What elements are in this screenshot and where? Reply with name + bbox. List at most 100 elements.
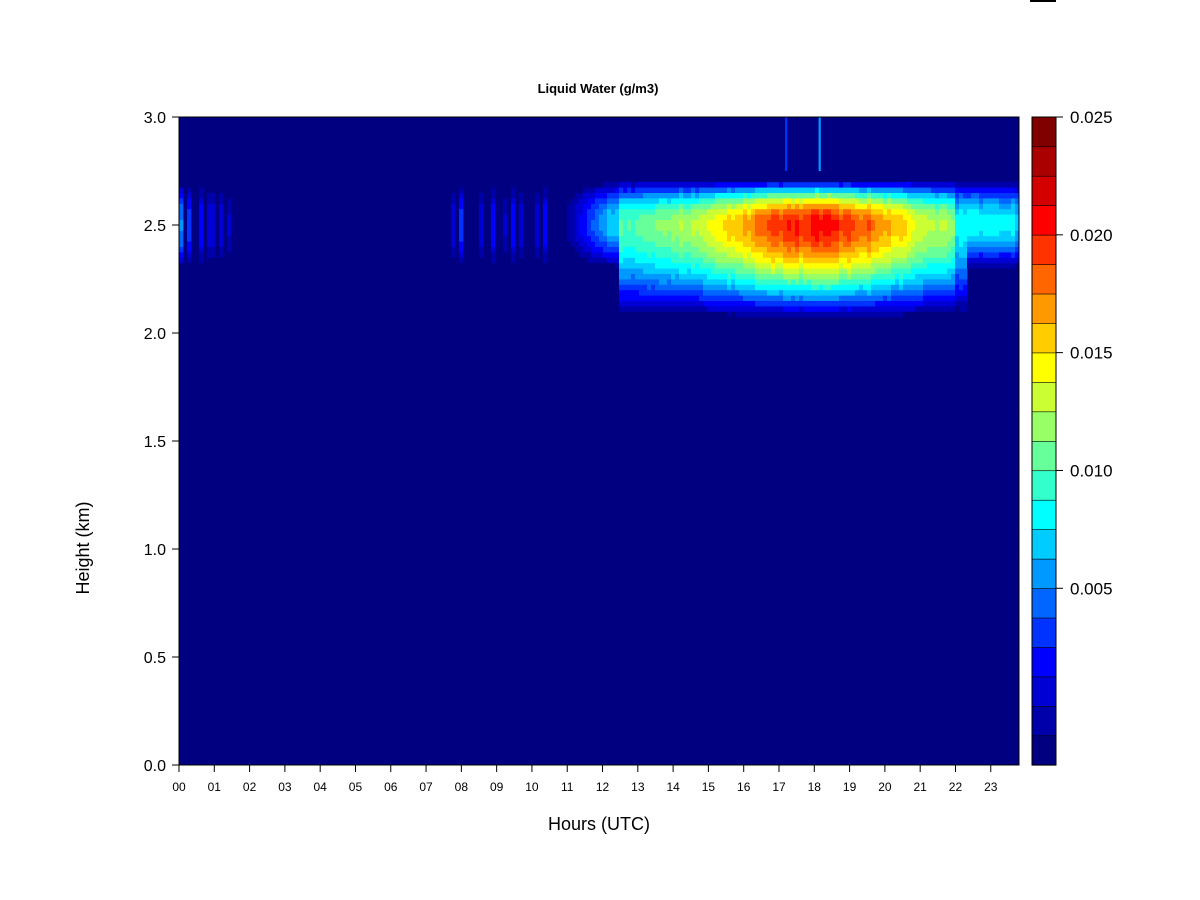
colorbar-segment bbox=[1031, 470, 1057, 501]
heatmap-cell bbox=[635, 214, 640, 220]
heatmap-cell bbox=[699, 241, 704, 247]
heatmap-cell bbox=[927, 192, 932, 199]
heatmap-cell bbox=[891, 225, 896, 231]
heatmap-cell bbox=[643, 235, 648, 242]
heatmap-cell bbox=[619, 225, 624, 231]
heatmap-cell bbox=[899, 241, 904, 247]
heatmap-cell bbox=[823, 257, 828, 264]
heatmap-cell bbox=[639, 257, 644, 264]
heatmap-cell bbox=[975, 241, 980, 247]
heatmap-cell bbox=[935, 279, 940, 285]
heatmap-cell bbox=[759, 235, 764, 242]
x-tick-label: 10 bbox=[525, 780, 539, 794]
heatmap-cell bbox=[667, 306, 672, 312]
heatmap-cell bbox=[931, 306, 936, 312]
heatmap-cell bbox=[187, 219, 192, 226]
heatmap-cell bbox=[787, 257, 792, 264]
heatmap-cell bbox=[871, 214, 876, 220]
heatmap-cell bbox=[927, 273, 932, 280]
heatmap-cell bbox=[607, 246, 612, 253]
heatmap-cell bbox=[859, 273, 864, 280]
heatmap-cell bbox=[967, 203, 972, 210]
heatmap-cell bbox=[999, 203, 1004, 210]
heatmap-cell bbox=[727, 208, 732, 215]
heatmap-cell bbox=[715, 273, 720, 280]
heatmap-cell bbox=[747, 230, 752, 237]
heatmap-cell bbox=[799, 268, 804, 274]
heatmap-cell bbox=[943, 262, 948, 269]
heatmap-cell bbox=[995, 214, 1000, 220]
heatmap-cell bbox=[947, 235, 952, 242]
heatmap-cell bbox=[863, 208, 868, 215]
heatmap-cell bbox=[651, 198, 656, 204]
heatmap-cell bbox=[803, 268, 808, 274]
heatmap-cell bbox=[823, 289, 828, 296]
heatmap-cell bbox=[915, 257, 920, 264]
heatmap-cell bbox=[735, 252, 740, 258]
heatmap-cell bbox=[675, 273, 680, 280]
heatmap-cell bbox=[543, 203, 548, 210]
heatmap-cell bbox=[703, 252, 708, 258]
heatmap-cell bbox=[683, 219, 688, 226]
heatmap-cell bbox=[803, 295, 808, 301]
heatmap-cell bbox=[559, 203, 564, 210]
heatmap-cell bbox=[603, 187, 608, 193]
heatmap-cell bbox=[807, 284, 812, 291]
heatmap-cell bbox=[763, 241, 768, 247]
heatmap-cell bbox=[827, 241, 832, 247]
heatmap-cell bbox=[915, 279, 920, 285]
heatmap-cell bbox=[847, 181, 852, 188]
heatmap-cell bbox=[199, 252, 204, 258]
heatmap-cell bbox=[971, 187, 976, 193]
heatmap-cell bbox=[663, 192, 668, 199]
heatmap-cell bbox=[815, 203, 820, 210]
heatmap-cell bbox=[575, 246, 580, 253]
heatmap-cell bbox=[803, 262, 808, 269]
heatmap-cell bbox=[635, 262, 640, 269]
heatmap-cell bbox=[623, 306, 628, 312]
heatmap-cell bbox=[875, 300, 880, 307]
heatmap-cell bbox=[951, 279, 956, 285]
heatmap-cell bbox=[599, 208, 604, 215]
heatmap-cell bbox=[543, 225, 548, 231]
heatmap-cell bbox=[687, 225, 692, 231]
heatmap-cell bbox=[543, 181, 548, 188]
heatmap-cell bbox=[875, 176, 880, 183]
heatmap-cell bbox=[847, 262, 852, 269]
heatmap-cell bbox=[763, 279, 768, 285]
heatmap-cell bbox=[799, 230, 804, 237]
heatmap-cell bbox=[883, 311, 888, 318]
heatmap-cell bbox=[831, 306, 836, 312]
heatmap-cell bbox=[895, 230, 900, 237]
heatmap-cell bbox=[1003, 181, 1008, 188]
heatmap-cell bbox=[979, 198, 984, 204]
heatmap-cell bbox=[795, 176, 800, 183]
heatmap-cell bbox=[635, 279, 640, 285]
heatmap-cell bbox=[587, 214, 592, 220]
heatmap-cell bbox=[959, 181, 964, 188]
heatmap-cell bbox=[935, 214, 940, 220]
y-tick-label: 2.0 bbox=[144, 326, 166, 343]
heatmap-cell bbox=[787, 214, 792, 220]
heatmap-cell bbox=[587, 219, 592, 226]
heatmap-cell bbox=[639, 273, 644, 280]
heatmap-cell bbox=[983, 198, 988, 204]
heatmap-cell bbox=[891, 192, 896, 199]
heatmap-cell bbox=[971, 219, 976, 226]
heatmap-cell bbox=[947, 311, 952, 318]
heatmap-cell bbox=[731, 176, 736, 183]
heatmap-cell bbox=[583, 235, 588, 242]
heatmap-cell bbox=[771, 279, 776, 285]
heatmap-cell bbox=[739, 306, 744, 312]
heatmap-cell bbox=[599, 187, 604, 193]
heatmap-cell bbox=[855, 268, 860, 274]
heatmap-cell bbox=[575, 208, 580, 215]
heatmap-cell bbox=[991, 203, 996, 210]
heatmap-cell bbox=[719, 241, 724, 247]
heatmap-cell bbox=[691, 257, 696, 264]
heatmap-cell bbox=[1015, 225, 1020, 231]
heatmap-cell bbox=[611, 219, 616, 226]
heatmap-cell bbox=[887, 289, 892, 296]
heatmap-cell bbox=[603, 181, 608, 188]
heatmap-cell bbox=[599, 246, 604, 253]
